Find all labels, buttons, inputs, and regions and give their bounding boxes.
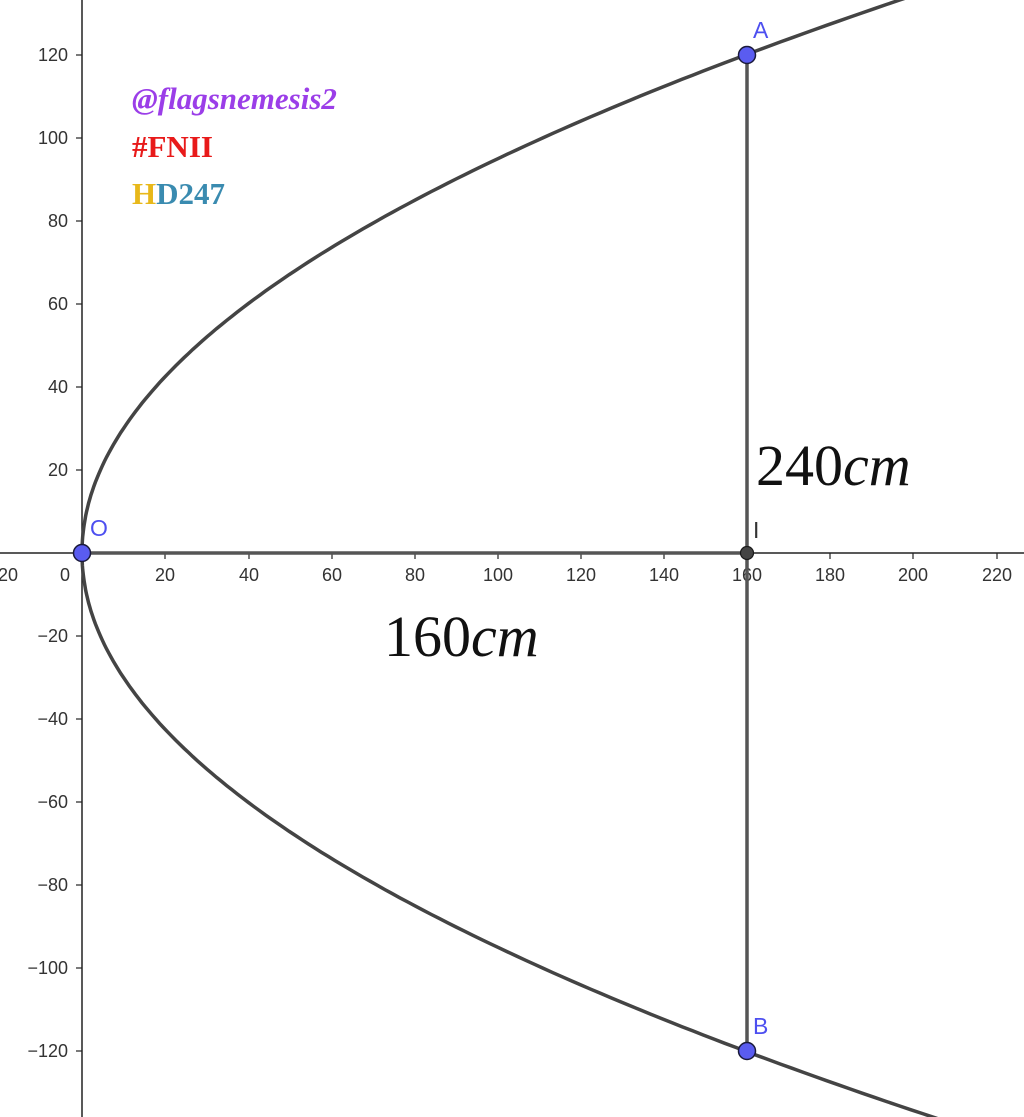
- y-tick-label: −100: [27, 958, 68, 978]
- measure-oi-unit: cm: [471, 604, 539, 669]
- y-tick-label: −80: [37, 875, 68, 895]
- x-tick-label: 120: [566, 565, 596, 585]
- measure-ab-unit: cm: [843, 433, 911, 498]
- watermark-hashtag: #FNII: [132, 129, 213, 164]
- y-tick-label: 80: [48, 211, 68, 231]
- x-tick-label: 100: [483, 565, 513, 585]
- y-tick-label: 120: [38, 45, 68, 65]
- watermark-tag-h: H: [132, 176, 156, 211]
- measure-oi-value: 160: [384, 604, 471, 669]
- x-tick-label: 180: [815, 565, 845, 585]
- x-tick-label: 0: [60, 565, 70, 585]
- point-o[interactable]: [72, 543, 92, 563]
- measure-ab-value: 240: [756, 433, 843, 498]
- y-tick-label: 100: [38, 128, 68, 148]
- measure-oi-label: 160cm: [384, 604, 539, 669]
- x-tick-label: 40: [239, 565, 259, 585]
- y-tick-label: −40: [37, 709, 68, 729]
- x-tick-label: 200: [898, 565, 928, 585]
- measure-ab-label: 240cm: [756, 433, 911, 498]
- x-tick-label: 140: [649, 565, 679, 585]
- y-tick-label: −60: [37, 792, 68, 812]
- x-tick-label: 60: [322, 565, 342, 585]
- point-a-label: A: [753, 17, 769, 43]
- x-tick-label: 220: [982, 565, 1012, 585]
- point-b[interactable]: [737, 1041, 757, 1061]
- watermark-tag-rest: D247: [156, 176, 225, 211]
- y-tick-label: −120: [27, 1041, 68, 1061]
- y-tick-label: 20: [48, 460, 68, 480]
- x-tick-label: 80: [405, 565, 425, 585]
- point-i[interactable]: [739, 545, 755, 561]
- point-i-label: I: [753, 517, 759, 543]
- watermark-tag: HD247: [132, 176, 225, 211]
- watermark-handle: @flagsnemesis2: [132, 81, 337, 116]
- parabola-curve[interactable]: [80, 0, 987, 1117]
- point-o-label: O: [90, 515, 108, 541]
- x-tick-label: 20: [155, 565, 175, 585]
- y-axis-ticks: [76, 54, 82, 1052]
- y-tick-label: −20: [37, 626, 68, 646]
- point-b-label: B: [753, 1013, 768, 1039]
- x-tick-label: 20: [0, 565, 18, 585]
- y-tick-label: 40: [48, 377, 68, 397]
- point-a[interactable]: [737, 45, 757, 65]
- y-tick-label: 60: [48, 294, 68, 314]
